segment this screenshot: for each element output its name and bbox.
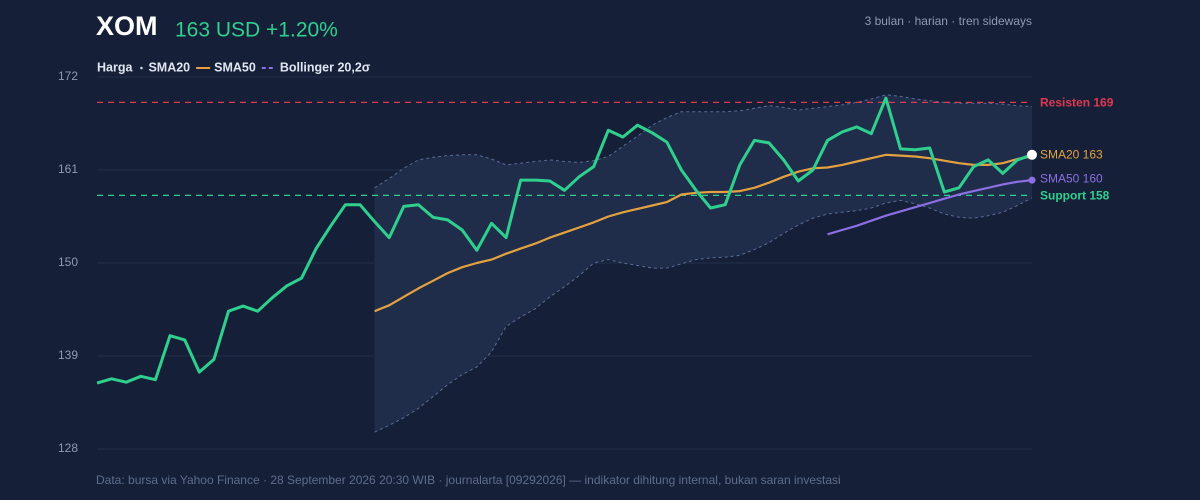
end-label: SMA20 163 [1040,148,1103,162]
legend-label: SMA50 [214,60,256,74]
chart-subtitle: 163 USD +1.20% [175,19,338,42]
legend-label: Harga [97,60,133,74]
legend-label: SMA20 [148,60,190,74]
line-sma20 [374,153,1033,313]
bollinger-lower [374,197,1033,433]
legend: Harga SMA20 SMA50 Bollinger 20,2σ [97,60,371,74]
y-tick-label: 172 [58,69,78,83]
end-marker [1028,176,1036,184]
y-tick-label: 139 [58,348,78,362]
level-label: Resisten 169 [1040,96,1114,110]
chart-note: 3 bulan · harian · tren sideways [865,14,1032,28]
legend-label: Bollinger 20,2σ [280,60,371,74]
source-note: Data: bursa via Yahoo Finance · 28 Septe… [96,473,841,487]
y-tick-label: 128 [58,441,78,455]
legend-separator [140,66,143,70]
line-sma50 [827,179,1033,236]
end-marker [1027,149,1037,160]
line-harga [96,96,1033,385]
chart-title: XOM [96,11,158,41]
y-tick-label: 161 [58,162,78,176]
end-label: SMA50 160 [1040,171,1103,185]
y-tick-label: 150 [58,255,78,269]
level-label: Support 158 [1040,189,1110,203]
